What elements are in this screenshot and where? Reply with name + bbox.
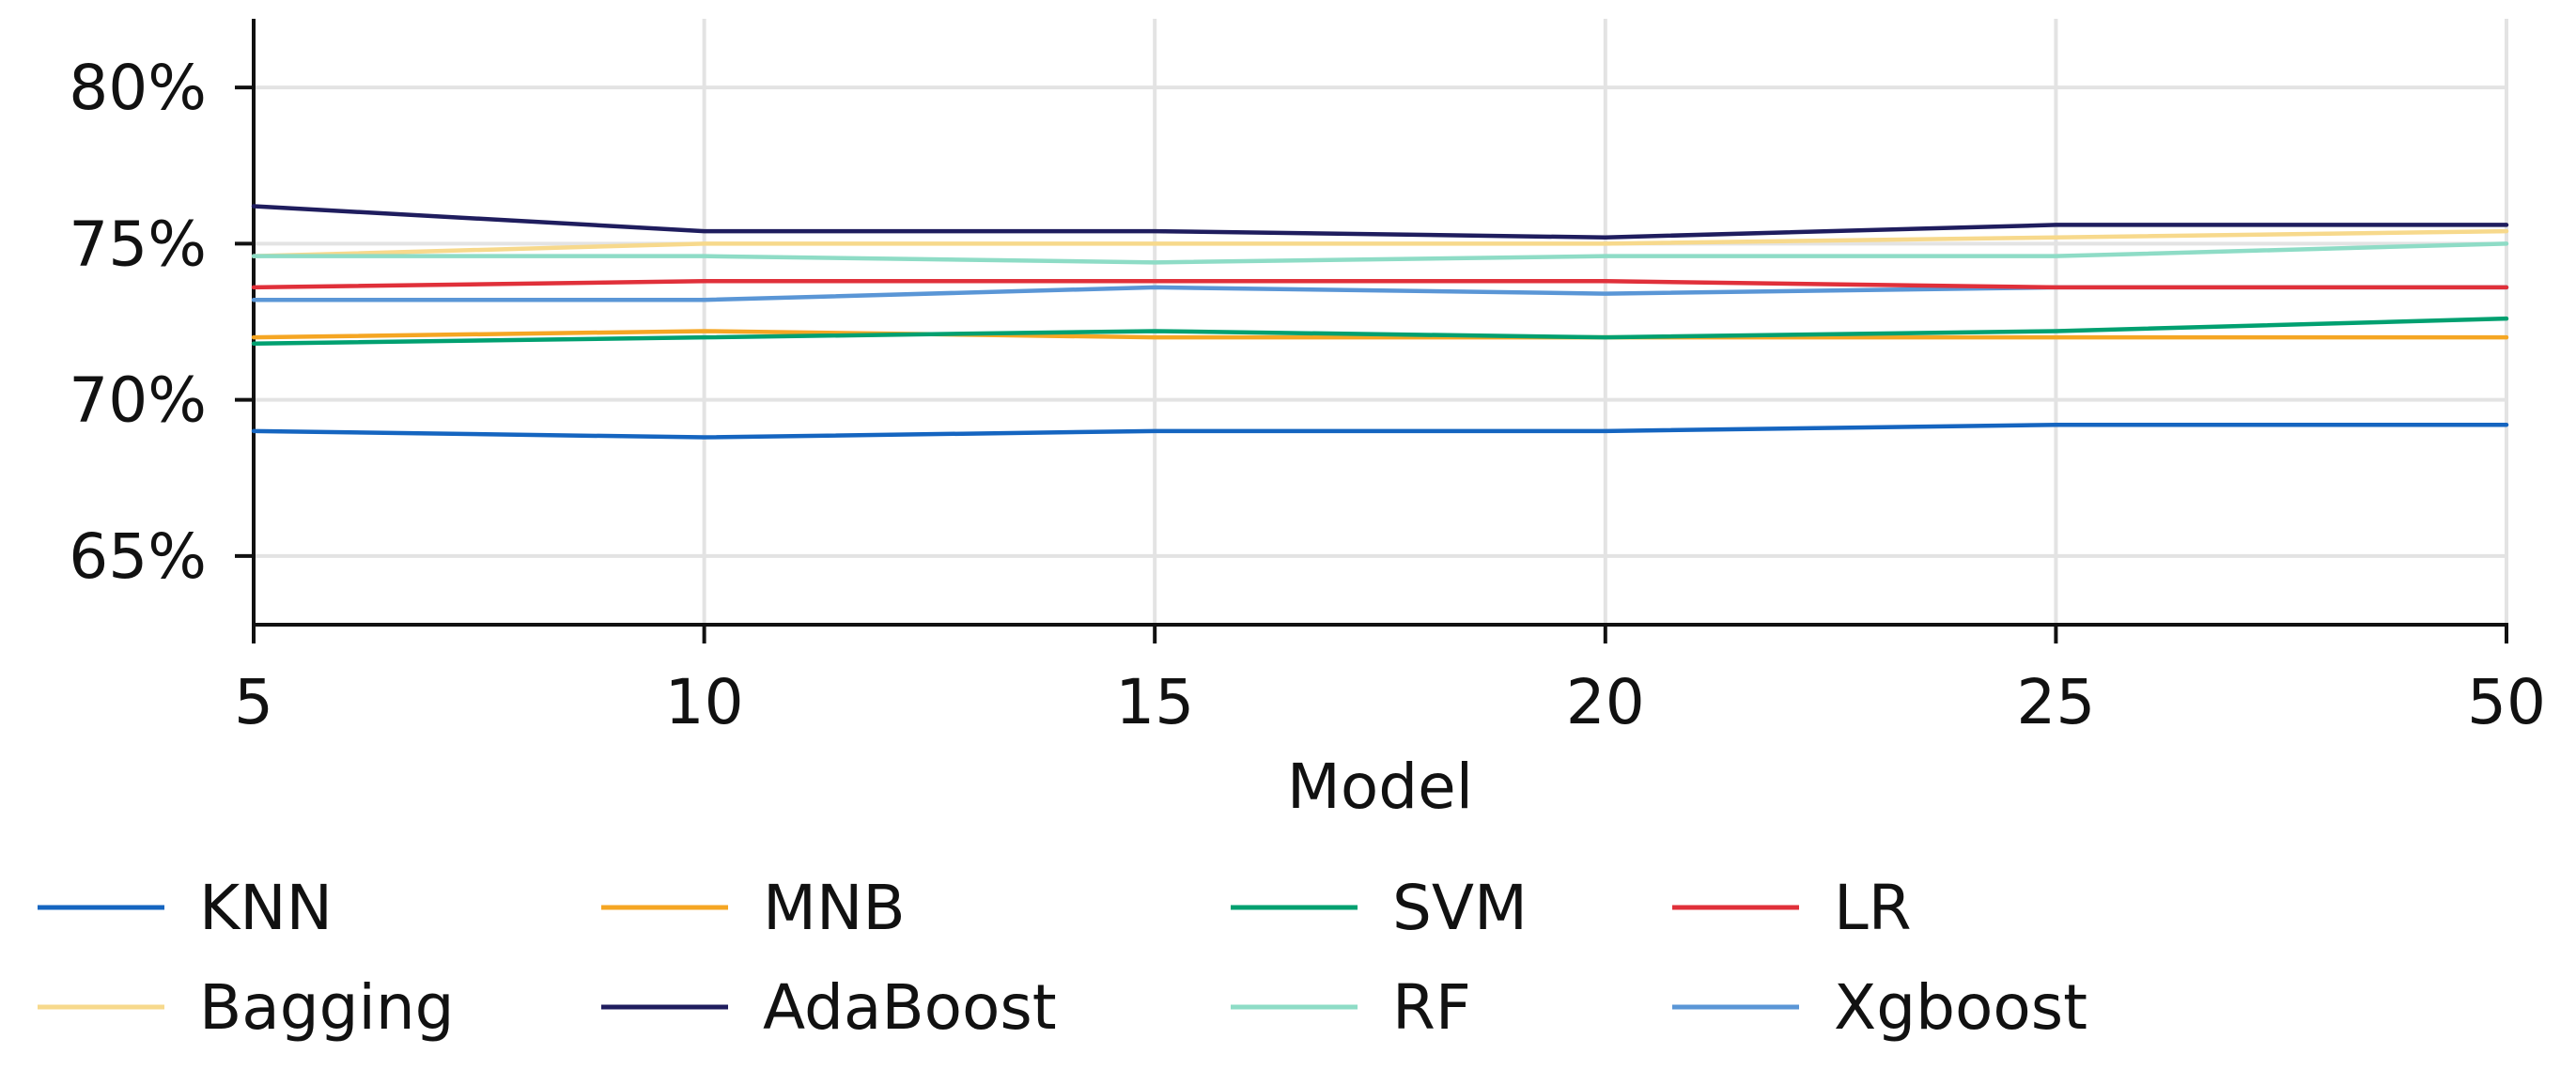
legend-item-xgboost: Xgboost <box>1672 971 2087 1044</box>
legend-label: LR <box>1834 872 1912 944</box>
legend-item-lr: LR <box>1672 872 1912 944</box>
x-tick-label: 5 <box>234 666 273 738</box>
legend-item-mnb: MNB <box>601 872 906 944</box>
x-tick-label: 10 <box>665 666 744 738</box>
y-tick-label: 75% <box>69 208 207 280</box>
legend-item-knn: KNN <box>38 872 333 944</box>
series-line-rf <box>251 241 2509 265</box>
legend-label: RF <box>1392 971 1471 1044</box>
y-tick-label: 70% <box>69 364 207 437</box>
series-line-bagging <box>251 228 2509 258</box>
x-tick-label: 25 <box>2016 666 2095 738</box>
x-axis-title: Model <box>1287 751 1473 823</box>
axes-layer <box>252 19 2508 627</box>
legend-label: KNN <box>199 872 333 944</box>
series-layer <box>251 204 2509 440</box>
y-tick-label: 80% <box>69 52 207 124</box>
series-line-mnb <box>251 329 2509 340</box>
legend-item-bagging: Bagging <box>38 971 455 1044</box>
series-line-adaboost <box>251 204 2509 240</box>
x-tick-label: 50 <box>2467 666 2546 738</box>
legend-label: Xgboost <box>1834 971 2087 1044</box>
series-line-svm <box>251 316 2509 347</box>
legend-label: AdaBoost <box>763 971 1057 1044</box>
legend-label: SVM <box>1392 872 1528 944</box>
legend-label: MNB <box>763 872 906 944</box>
legend-item-adaboost: AdaBoost <box>601 971 1057 1044</box>
ticks-layer: 65% 70% 75% 80% 5 10 15 20 25 50 <box>69 52 2546 738</box>
x-tick-label: 15 <box>1115 666 1194 738</box>
legend-item-rf: RF <box>1231 971 1471 1044</box>
y-tick-label: 65% <box>69 520 207 593</box>
series-line-lr <box>251 279 2509 290</box>
series-line-knn <box>251 422 2509 440</box>
legend-label: Bagging <box>199 971 455 1044</box>
legend-item-svm: SVM <box>1231 872 1528 944</box>
legend: KNN MNB SVM LR Bagging AdaBoost RF Xgboost <box>38 872 2087 1044</box>
x-tick-label: 20 <box>1566 666 1645 738</box>
grid-layer <box>254 19 2508 625</box>
